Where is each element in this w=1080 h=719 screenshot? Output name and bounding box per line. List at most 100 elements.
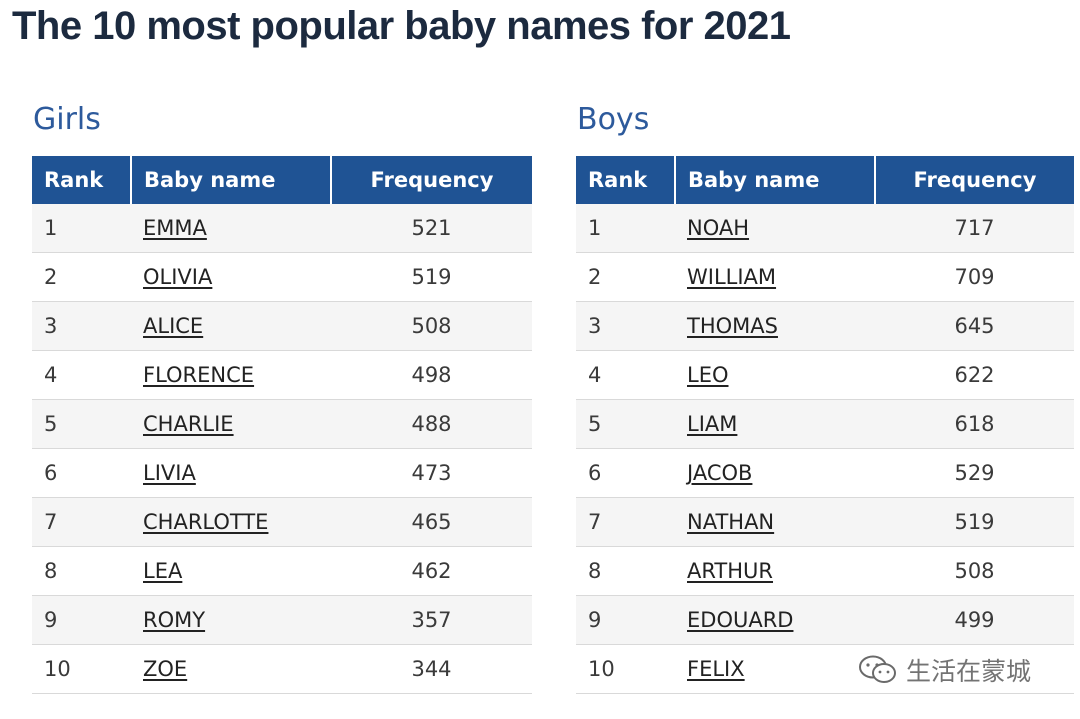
table-row: 3 ALICE 508 [32, 301, 532, 351]
baby-name-link[interactable]: THOMAS [687, 314, 778, 338]
rank-cell: 3 [32, 301, 131, 351]
name-cell: FELIX [675, 644, 875, 694]
rank-cell: 2 [576, 252, 675, 302]
frequency-cell: 622 [875, 350, 1074, 400]
rank-column-header: Rank [576, 156, 675, 204]
girls-table: Rank Baby name Frequency 1 EMMA 521 2 OLIVIA… [32, 156, 532, 694]
name-cell: CHARLOTTE [131, 497, 331, 547]
rank-cell: 2 [32, 252, 131, 302]
name-cell: CHARLIE [131, 399, 331, 449]
rank-cell: 5 [576, 399, 675, 449]
name-cell: LIVIA [131, 448, 331, 498]
boys-table: Rank Baby name Frequency 1 NOAH 717 2 WILLIA… [576, 156, 1074, 694]
frequency-cell: 717 [875, 204, 1074, 253]
baby-name-link[interactable]: NATHAN [687, 510, 775, 534]
rank-cell: 1 [32, 204, 131, 253]
table-row: 8 ARTHUR 508 [576, 546, 1074, 596]
rank-cell: 9 [32, 595, 131, 645]
boys-table-body: 1 NOAH 717 2 WILLIAM 709 3 THOMAS 645 4 LEO 622 5 LIA… [576, 204, 1074, 694]
boys-section: Boys Rank Baby name Frequency 1 NOAH 717 2 W… [576, 100, 1074, 694]
rank-cell: 4 [32, 350, 131, 400]
frequency-column-header: Frequency [874, 156, 1074, 204]
wechat-icon [858, 654, 898, 686]
rank-cell: 10 [576, 644, 675, 694]
baby-name-link[interactable]: FELIX [687, 657, 745, 681]
baby-name-link[interactable]: NOAH [687, 216, 750, 240]
frequency-cell: 465 [331, 497, 532, 547]
rank-cell: 9 [576, 595, 675, 645]
rank-cell: 7 [32, 497, 131, 547]
frequency-cell: 529 [875, 448, 1074, 498]
baby-name-link[interactable]: JACOB [687, 461, 753, 485]
watermark-text: 生活在蒙城 [906, 657, 1032, 686]
baby-name-link[interactable]: CHARLOTTE [143, 510, 269, 534]
table-row: 1 NOAH 717 [576, 204, 1074, 253]
table-row: 7 CHARLOTTE 465 [32, 497, 532, 547]
name-cell: EMMA [131, 204, 331, 253]
frequency-cell: 462 [331, 546, 532, 596]
baby-name-link[interactable]: CHARLIE [143, 412, 234, 436]
rank-column-header: Rank [32, 156, 131, 204]
table-row: 9 EDOUARD 499 [576, 595, 1074, 645]
baby-name-link[interactable]: EDOUARD [687, 608, 794, 632]
name-cell: THOMAS [675, 301, 875, 351]
table-row: 8 LEA 462 [32, 546, 532, 596]
table-row: 9 ROMY 357 [32, 595, 532, 645]
frequency-cell: 498 [331, 350, 532, 400]
frequency-cell: 499 [875, 595, 1074, 645]
name-cell: OLIVIA [131, 252, 331, 302]
rank-cell: 3 [576, 301, 675, 351]
baby-name-link[interactable]: ZOE [143, 657, 188, 681]
table-row: 3 THOMAS 645 [576, 301, 1074, 351]
table-row: 10 ZOE 344 [32, 644, 532, 694]
name-cell: ZOE [131, 644, 331, 694]
table-header-row: Rank Baby name Frequency [32, 156, 532, 204]
table-row: 4 FLORENCE 498 [32, 350, 532, 400]
baby-name-link[interactable]: EMMA [143, 216, 207, 240]
name-cell: LEA [131, 546, 331, 596]
baby-name-link[interactable]: LIVIA [143, 461, 196, 485]
frequency-cell: 519 [875, 497, 1074, 547]
frequency-cell: 357 [331, 595, 532, 645]
baby-name-link[interactable]: ROMY [143, 608, 206, 632]
baby-name-link[interactable]: ARTHUR [687, 559, 774, 583]
name-column-header: Baby name [674, 156, 875, 204]
name-column-header: Baby name [130, 156, 331, 204]
table-header-row: Rank Baby name Frequency [576, 156, 1074, 204]
table-row: 5 CHARLIE 488 [32, 399, 532, 449]
baby-name-link[interactable]: OLIVIA [143, 265, 213, 289]
name-cell: LIAM [675, 399, 875, 449]
table-row: 1 EMMA 521 [32, 204, 532, 253]
boys-heading: Boys [577, 102, 650, 137]
girls-section: Girls Rank Baby name Frequency 1 EMMA 521 2… [32, 100, 532, 694]
rank-cell: 6 [576, 448, 675, 498]
rank-cell: 10 [32, 644, 131, 694]
baby-name-link[interactable]: LEA [143, 559, 183, 583]
girls-heading: Girls [33, 102, 101, 137]
frequency-column-header: Frequency [330, 156, 532, 204]
frequency-cell: 519 [331, 252, 532, 302]
baby-name-link[interactable]: FLORENCE [143, 363, 255, 387]
rank-cell: 7 [576, 497, 675, 547]
rank-cell: 8 [576, 546, 675, 596]
table-row: 6 LIVIA 473 [32, 448, 532, 498]
frequency-cell [875, 644, 1074, 694]
name-cell: NOAH [675, 204, 875, 253]
name-cell: FLORENCE [131, 350, 331, 400]
table-row: 6 JACOB 529 [576, 448, 1074, 498]
baby-name-link[interactable]: ALICE [143, 314, 204, 338]
frequency-cell: 473 [331, 448, 532, 498]
baby-name-link[interactable]: LEO [687, 363, 729, 387]
table-row: 7 NATHAN 519 [576, 497, 1074, 547]
name-cell: ROMY [131, 595, 331, 645]
page-title: The 10 most popular baby names for 2021 [12, 4, 791, 48]
baby-name-link[interactable]: LIAM [687, 412, 738, 436]
table-row: 4 LEO 622 [576, 350, 1074, 400]
baby-name-link[interactable]: WILLIAM [687, 265, 777, 289]
name-cell: WILLIAM [675, 252, 875, 302]
rank-cell: 8 [32, 546, 131, 596]
frequency-cell: 508 [331, 301, 532, 351]
name-cell: LEO [675, 350, 875, 400]
name-cell: ARTHUR [675, 546, 875, 596]
name-cell: ALICE [131, 301, 331, 351]
